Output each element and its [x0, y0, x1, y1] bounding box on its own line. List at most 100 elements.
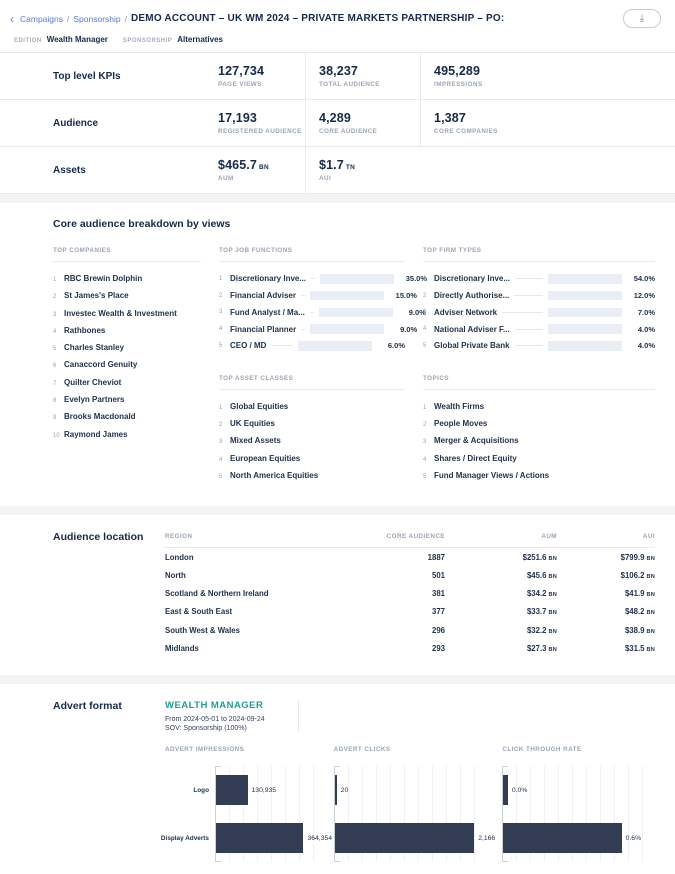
kpi-row-label: Top level KPIs — [53, 70, 121, 82]
rank-number: 1 — [53, 277, 57, 283]
bar-percentage: 35.0% — [405, 274, 428, 284]
bar-track — [298, 341, 372, 351]
company-item: 9 Brooks Macdonald — [53, 412, 201, 421]
kpi-caption: CORE COMPANIES — [434, 128, 498, 135]
back-button[interactable]: ‹ — [10, 13, 20, 25]
bar-track — [309, 290, 384, 301]
aum-cell: $34.2 BN — [526, 589, 557, 599]
top-asset-classes-heading: TOP ASSET CLASSES — [219, 375, 405, 390]
asset-class-name: European Equities — [230, 453, 301, 463]
advert-chart: ADVERT IMPRESSIONS Logo Display Adverts 130… — [161, 746, 332, 863]
kpi-caption: REGISTERED AUDIENCE — [218, 128, 302, 135]
company-name: Evelyn Partners — [64, 395, 125, 405]
top-companies-heading: TOP COMPANIES — [53, 247, 201, 262]
kpi-cell: 4,289 CORE AUDIENCE — [305, 100, 420, 146]
core-audience-breakdown-section: Core audience breakdown by views TOP COM… — [0, 203, 675, 506]
kpi-row-label: Assets — [53, 164, 86, 176]
column-header-region: REGION — [165, 531, 325, 549]
aui-cell: $48.2 BN — [624, 607, 655, 617]
rank-number: 9 — [53, 415, 57, 422]
company-item: 5 Charles Stanley — [53, 343, 201, 352]
table-row: Scotland & Northern Ireland 381 $34.2 BN $41… — [165, 585, 655, 603]
kpi-caption: AUI — [319, 175, 332, 182]
bar — [216, 775, 248, 806]
asset-class-item: 1 Global Equities — [219, 402, 405, 411]
aui-cell: $41.9 BN — [624, 589, 655, 599]
download-button[interactable]: ⤓ — [623, 9, 661, 28]
asset-class-name: UK Equities — [230, 418, 275, 428]
kpi-cell: 38,237 TOTAL AUDIENCE — [305, 53, 420, 99]
rank-number: 4 — [423, 456, 427, 463]
rank-number: 7 — [53, 380, 57, 387]
advert-format-section: Advert format WEALTH MANAGER From 2024-0… — [0, 684, 675, 874]
bar-row: 20 — [334, 766, 487, 814]
rank-number: 8 — [53, 398, 57, 405]
leader-line — [311, 278, 316, 280]
job-function-bar-row: 5 CEO / MD 6.0% — [219, 341, 405, 351]
rank-number: 6 — [53, 363, 57, 370]
leader-line — [300, 295, 305, 297]
core-audience-cell: 381 — [431, 589, 445, 599]
firm-type-label: Global Private Bank — [434, 341, 510, 351]
bar-value-label: 2,166 — [478, 834, 496, 842]
chevron-left-icon: ‹ — [10, 11, 14, 26]
company-name: Charles Stanley — [64, 343, 125, 353]
rank-number: 1 — [219, 275, 223, 282]
topic-item: 4 Shares / Direct Equity — [423, 454, 655, 463]
leader-line — [514, 345, 543, 347]
bar-track — [318, 307, 393, 318]
kpi-cells: $465.7 BN AUM $1.7 TN AUI — [205, 147, 675, 193]
chart-heading: ADVERT IMPRESSIONS — [165, 746, 245, 754]
company-item: 2 St James's Place — [53, 291, 201, 300]
topic-item: 3 Merger & Acquisitions — [423, 436, 655, 445]
column-header-core-audience: CORE AUDIENCE — [325, 531, 445, 549]
job-function-label: Financial Planner — [230, 324, 297, 334]
job-function-bar-row: 4 Financial Planner 9.0% — [219, 324, 417, 334]
top-asset-classes-list: 1 Global Equities 2 UK Equities 3 Mixed Asset… — [219, 402, 405, 480]
edition-heading: WEALTH MANAGER — [165, 700, 264, 712]
firm-type-bar-row: 1 Discretionary Inve... 54.0% — [423, 274, 655, 284]
unit-label: BN — [548, 573, 557, 580]
sponsorship-label: SPONSORSHIP — [122, 38, 173, 44]
core-audience-cell: 377 — [431, 607, 445, 617]
rank-number: 4 — [219, 456, 223, 463]
kpi-cell: $465.7 BN AUM — [205, 147, 305, 193]
top-job-functions-heading: TOP JOB FUNCTIONS — [219, 247, 405, 262]
leader-line — [271, 345, 293, 347]
category-labels: Logo Display Adverts — [161, 766, 215, 862]
unit-label: BN — [646, 646, 655, 653]
rank-number: 3 — [423, 439, 427, 446]
region-cell: South West & Wales — [165, 625, 240, 635]
bar-percentage: 7.0% — [637, 307, 655, 317]
table-row: North 501 $45.6 BN $106.2 BN — [165, 566, 655, 584]
rank-number: 2 — [423, 292, 427, 299]
kpi-caption: IMPRESSIONS — [434, 81, 483, 88]
breadcrumb-link-campaigns[interactable]: Campaigns — [20, 13, 63, 24]
bar-plot: 130,935 364,354 — [215, 766, 332, 863]
bar — [503, 823, 622, 854]
bar-row: 0.0% — [503, 766, 655, 814]
bar-percentage: 4.0% — [637, 324, 655, 334]
kpi-row: Top level KPIs 127,734 PAGE VIEWS 38,237 TOT… — [0, 53, 675, 100]
table-row: South West & Wales 296 $32.2 BN $38.9 BN — [165, 621, 655, 639]
bar — [334, 775, 337, 806]
company-name: Rathbones — [64, 325, 106, 335]
bar — [503, 775, 508, 806]
kpi-value: $1.7 TN — [319, 158, 356, 172]
unit-label: BN — [646, 610, 655, 617]
kpi-unit: TN — [345, 164, 356, 171]
aum-cell: $33.7 BN — [526, 607, 557, 617]
company-item: 10 Raymond James — [53, 430, 201, 439]
aum-cell: $251.6 BN — [522, 552, 557, 562]
unit-label: BN — [646, 628, 655, 635]
firm-type-bar-row: 3 Adviser Network 7.0% — [423, 307, 655, 318]
company-item: 3 Investec Wealth & Investment — [53, 309, 201, 318]
breadcrumb-link-sponsorship[interactable]: Sponsorship — [73, 13, 121, 24]
kpi-section: Top level KPIs 127,734 PAGE VIEWS 38,237 TOT… — [0, 52, 675, 194]
asset-class-name: North America Equities — [230, 470, 319, 480]
kpi-value: 4,289 — [319, 111, 351, 125]
topic-name: Merger & Acquisitions — [434, 436, 519, 446]
asset-class-item: 5 North America Equities — [219, 471, 405, 480]
company-name: St James's Place — [64, 291, 129, 301]
